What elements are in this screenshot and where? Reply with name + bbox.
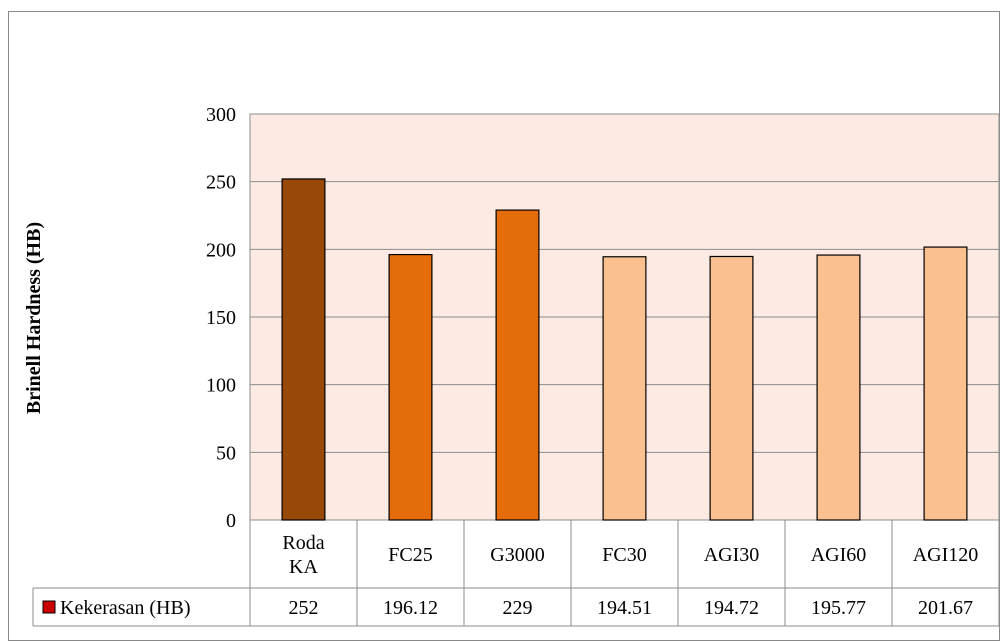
- bars: [281, 178, 968, 521]
- y-tick-label: 150: [206, 307, 236, 329]
- x-tick-label: KA: [289, 556, 318, 578]
- x-tick-label: AGI30: [704, 544, 760, 566]
- bar: [495, 209, 540, 521]
- data-label: 194.51: [597, 597, 652, 619]
- data-label: 196.12: [383, 597, 438, 619]
- x-tick-label: AGI60: [811, 544, 867, 566]
- y-tick-label: 200: [206, 239, 236, 261]
- x-tick-label: FC25: [388, 544, 432, 566]
- legend-key: [42, 600, 56, 614]
- x-tick-label: FC30: [602, 544, 646, 566]
- y-tick-label: 250: [206, 172, 236, 194]
- y-tick-label: 0: [226, 510, 236, 532]
- x-tick-label: Roda: [282, 532, 324, 554]
- y-tick-label: 100: [206, 375, 236, 397]
- data-label: 252: [289, 597, 319, 619]
- data-label: 229: [503, 597, 533, 619]
- legend-entry: Kekerasan (HB): [60, 597, 191, 619]
- data-label: 195.77: [811, 597, 866, 619]
- y-tick-label: 50: [216, 442, 236, 464]
- y-tick-label: 300: [206, 104, 236, 126]
- x-tick-label: AGI120: [913, 544, 979, 566]
- data-label: 194.72: [704, 597, 759, 619]
- x-tick-label: G3000: [490, 544, 544, 566]
- data-label: 201.67: [918, 597, 973, 619]
- bar: [281, 178, 326, 521]
- bar: [388, 253, 433, 521]
- bar: [602, 256, 647, 521]
- y-axis-ticks: 0 50 100 150 200 250 300: [206, 104, 236, 532]
- bar: [923, 246, 968, 521]
- bar: [709, 255, 754, 521]
- bar: [816, 254, 861, 521]
- y-axis-label: Brinell Hardness (HB): [23, 222, 45, 414]
